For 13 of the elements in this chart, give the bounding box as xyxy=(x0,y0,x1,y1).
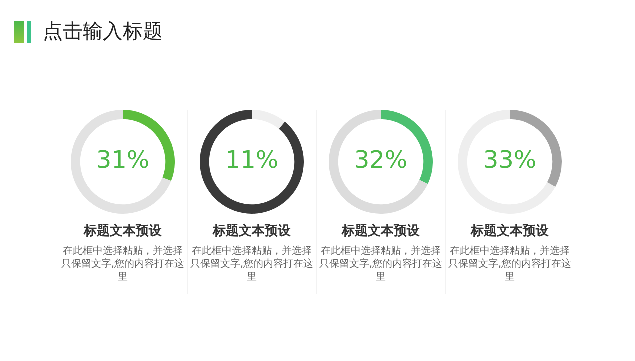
text: 标题文本预设 xyxy=(84,222,162,240)
text: 标题文本预设 xyxy=(471,222,549,240)
text: 点击输入标题 xyxy=(43,18,163,45)
text: 在此框中选择粘贴，并选择只保留文字,您的内容打在这里 xyxy=(447,245,573,284)
data-label: 31% xyxy=(96,146,150,174)
text: 标题文本预设 xyxy=(213,222,291,240)
data-label: 11% xyxy=(225,146,279,174)
text: 标题文本预设 xyxy=(342,222,420,240)
data-label: 33% xyxy=(483,146,537,174)
text: 在此框中选择粘贴，并选择只保留文字,您的内容打在这里 xyxy=(189,245,315,284)
data-label: 32% xyxy=(354,146,408,174)
text: 在此框中选择粘贴，并选择只保留文字,您的内容打在这里 xyxy=(318,245,444,284)
text: 在此框中选择粘贴，并选择只保留文字,您的内容打在这里 xyxy=(60,245,186,284)
